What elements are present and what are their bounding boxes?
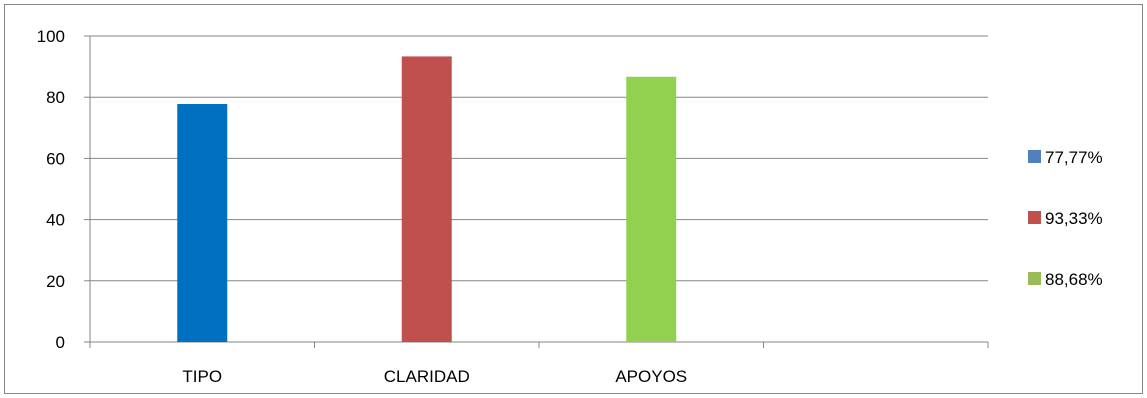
axes bbox=[84, 35, 989, 348]
gridlines bbox=[90, 35, 988, 282]
legend-label: 77,77% bbox=[1045, 148, 1103, 167]
legend-swatch bbox=[1028, 211, 1041, 224]
y-tick-label: 0 bbox=[56, 333, 65, 352]
y-tick-label: 80 bbox=[46, 88, 65, 107]
legend: 77,77% 93,33% 88,68% bbox=[1028, 148, 1103, 289]
y-tick-label: 60 bbox=[46, 149, 65, 168]
y-tick-label: 20 bbox=[46, 272, 65, 291]
bar-claridad bbox=[401, 56, 452, 343]
legend-label: 88,68% bbox=[1045, 270, 1103, 289]
x-tick-label: APOYOS bbox=[615, 367, 687, 386]
bar-tipo bbox=[177, 104, 228, 342]
legend-swatch bbox=[1028, 150, 1041, 163]
x-tick-labels: TIPO CLARIDAD APOYOS bbox=[182, 367, 687, 386]
legend-label: 93,33% bbox=[1045, 209, 1103, 228]
y-tick-labels: 0 20 40 60 80 100 bbox=[37, 27, 65, 352]
y-tick-label: 100 bbox=[37, 27, 65, 46]
bar-apoyos bbox=[626, 76, 677, 342]
y-tick-label: 40 bbox=[46, 211, 65, 230]
x-tick-label: TIPO bbox=[182, 367, 222, 386]
bars bbox=[177, 56, 677, 343]
legend-swatch bbox=[1028, 272, 1041, 285]
x-tick-label: CLARIDAD bbox=[384, 367, 470, 386]
